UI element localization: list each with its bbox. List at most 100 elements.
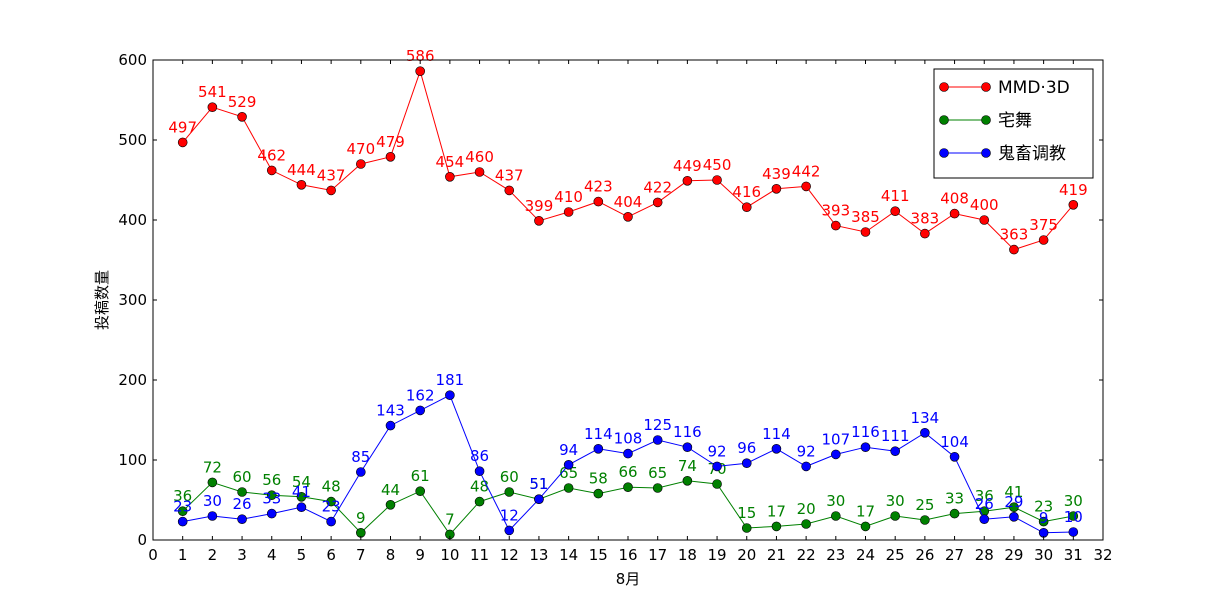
data-label: 29 (1004, 493, 1023, 511)
legend-item: MMD·3D (939, 78, 1070, 98)
x-tick-label: 6 (326, 546, 336, 564)
data-point (237, 112, 247, 122)
x-tick-label: 32 (1093, 546, 1112, 564)
data-point (1038, 235, 1049, 245)
data-label: 25 (915, 496, 934, 514)
data-label: 423 (584, 178, 613, 196)
data-label: 134 (911, 409, 940, 427)
data-point (356, 527, 366, 538)
data-point (682, 442, 693, 453)
data-point (920, 228, 930, 239)
x-tick-label: 10 (440, 546, 459, 564)
data-point (266, 508, 277, 519)
data-label: 497 (168, 118, 197, 136)
data-point (860, 442, 871, 453)
data-label: 181 (436, 371, 465, 389)
legend-label: MMD·3D (998, 78, 1070, 98)
data-label: 61 (411, 467, 430, 485)
data-label: 111 (881, 427, 910, 445)
data-label: 65 (648, 464, 667, 482)
data-point (771, 521, 782, 532)
data-label: 54 (292, 473, 311, 491)
data-point (237, 514, 247, 525)
data-label: 162 (406, 386, 435, 404)
data-label: 33 (262, 490, 281, 508)
data-point (237, 487, 247, 497)
legend-label: 鬼畜调教 (998, 144, 1066, 164)
x-tick-label: 29 (1004, 546, 1023, 564)
x-tick-label: 18 (678, 546, 697, 564)
data-point (593, 443, 604, 454)
data-label: 586 (406, 47, 435, 65)
data-label: 408 (940, 190, 969, 208)
x-tick-label: 24 (856, 546, 875, 564)
data-point (949, 508, 960, 519)
data-point (534, 494, 544, 505)
x-tick-label: 9 (415, 546, 425, 564)
legend-item: 宅舞 (939, 111, 1032, 131)
legend-marker (939, 82, 949, 92)
data-label: 462 (257, 146, 286, 164)
x-tick-label: 17 (648, 546, 667, 564)
data-point (504, 185, 515, 196)
data-point (1009, 511, 1019, 522)
data-label: 12 (500, 506, 519, 524)
x-tick-label: 0 (148, 546, 158, 564)
data-point (266, 165, 277, 176)
data-label: 439 (762, 165, 791, 183)
data-point (741, 458, 752, 469)
data-point (296, 502, 307, 513)
data-point (593, 488, 604, 499)
data-label: 30 (1064, 492, 1083, 510)
data-point (326, 496, 336, 507)
x-tick-label: 8 (386, 546, 396, 564)
data-label: 437 (317, 166, 346, 184)
x-tick-label: 20 (737, 546, 756, 564)
data-point (504, 487, 515, 497)
legend-marker (981, 82, 991, 92)
x-tick-label: 26 (915, 546, 934, 564)
x-tick-label: 1 (178, 546, 188, 564)
data-label: 56 (262, 471, 281, 489)
legend-marker (981, 148, 991, 158)
data-point (623, 482, 633, 493)
x-tick-label: 11 (470, 546, 489, 564)
data-label: 437 (495, 166, 524, 184)
data-label: 51 (529, 475, 548, 493)
data-point (474, 496, 485, 507)
legend-label: 宅舞 (998, 111, 1032, 131)
legend-marker (939, 115, 949, 125)
data-point (949, 451, 960, 462)
data-label: 86 (470, 447, 489, 465)
data-label: 74 (678, 457, 697, 475)
data-point (385, 499, 396, 510)
data-point (474, 466, 485, 477)
data-point (266, 490, 277, 501)
data-label: 96 (737, 439, 756, 457)
data-label: 411 (881, 187, 910, 205)
data-label: 23 (322, 498, 341, 516)
data-point (563, 483, 574, 493)
data-point (623, 212, 633, 222)
data-label: 23 (173, 498, 192, 516)
data-label: 23 (1034, 498, 1053, 516)
data-point (712, 175, 722, 185)
data-label: 125 (643, 416, 672, 434)
data-point (534, 216, 544, 226)
data-point (296, 180, 307, 190)
y-axis-label: 投稿数量 (93, 270, 111, 330)
ticks: 0 1 2 3 4 5 6 7 8 9 10 11 12 13 14 15 16 17 18 19 20 21 22 23 24… (118, 51, 1112, 564)
data-label: 393 (821, 202, 850, 220)
y-tick-label: 400 (118, 211, 147, 229)
data-label: 58 (589, 470, 608, 488)
data-label: 60 (233, 468, 252, 486)
legend-marker (939, 148, 949, 158)
data-point (326, 185, 336, 196)
data-point (741, 202, 752, 212)
data-point (712, 461, 722, 472)
data-label: 10 (1064, 508, 1083, 526)
x-tick-label: 14 (559, 546, 578, 564)
data-point (1068, 200, 1079, 210)
data-point (385, 152, 396, 162)
